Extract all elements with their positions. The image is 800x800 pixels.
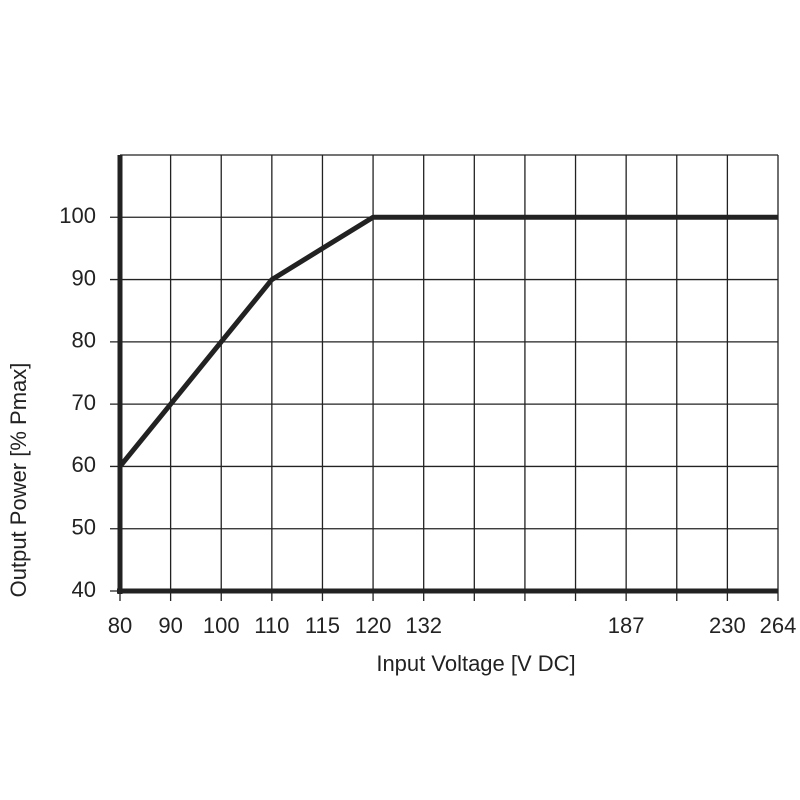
x-tick-label: 100 [203,613,240,638]
data-line [118,214,778,469]
y-tick-label: 100 [59,203,96,228]
y-tick-label: 50 [72,515,96,540]
x-tick-label: 230 [709,613,746,638]
y-tick-label: 60 [72,452,96,477]
x-tick-label: 80 [108,613,132,638]
y-tick-label: 90 [72,265,96,290]
y-tick-label: 70 [72,390,96,415]
x-tick-label: 264 [760,613,797,638]
x-tick-label: 90 [158,613,182,638]
x-tick-label: 110 [254,613,289,638]
y-tick-label: 40 [72,577,96,602]
x-tick-label: 120 [355,613,392,638]
y-tick-label: 80 [72,328,96,353]
y-axis-label: Output Power [% Pmax] [6,363,31,598]
x-tick-label: 115 [305,613,340,638]
x-tick-label: 132 [405,613,442,638]
x-tick-label: 187 [608,613,645,638]
x-axis-label: Input Voltage [V DC] [376,651,575,676]
